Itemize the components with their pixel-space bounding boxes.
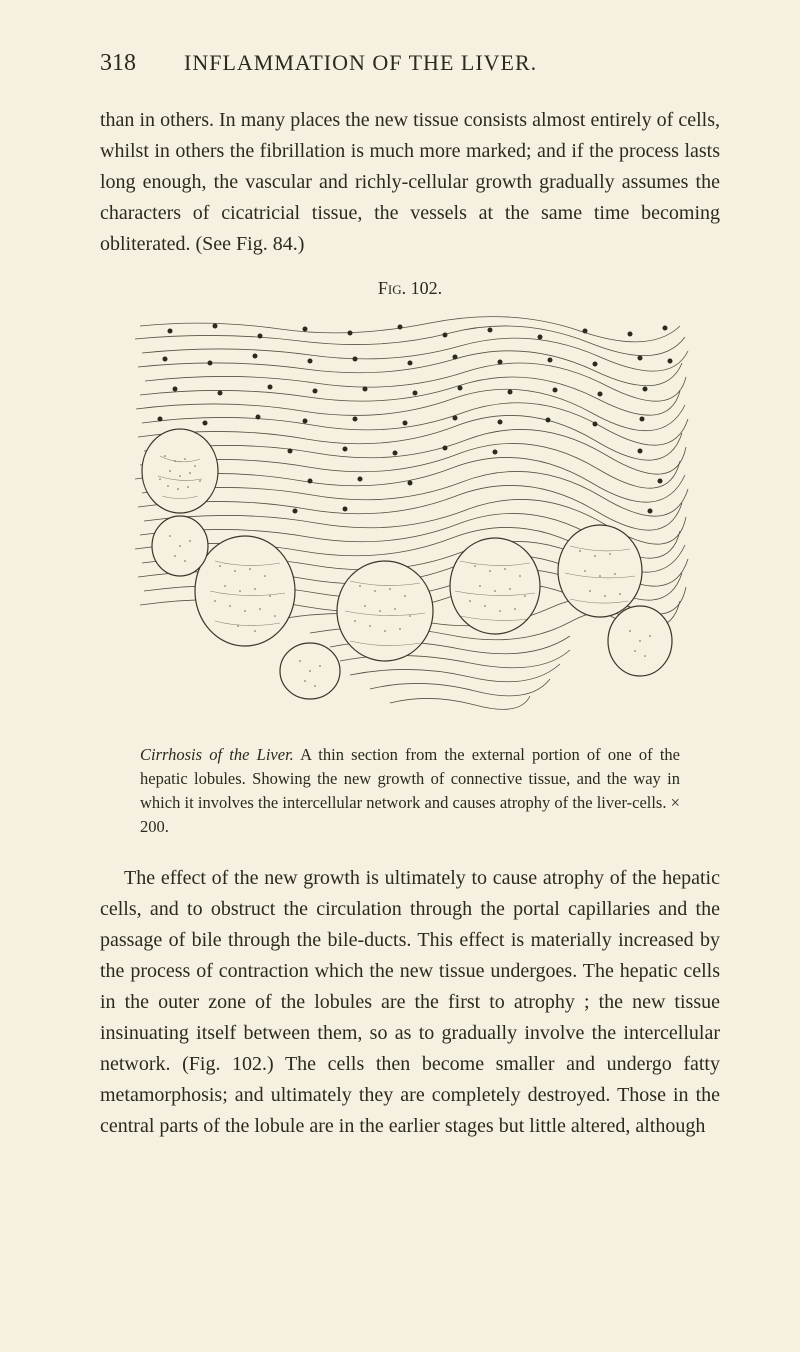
paragraph-1: than in others. In many places the new t… bbox=[100, 105, 720, 260]
figure-caption: Cirrhosis of the Liver. A thin section f… bbox=[140, 743, 680, 839]
cirrhosis-illustration bbox=[130, 311, 690, 721]
paragraph-2: The effect of the new growth is ultimate… bbox=[100, 863, 720, 1142]
chapter-title: INFLAMMATION OF THE LIVER. bbox=[184, 50, 537, 76]
page-header: 318 INFLAMMATION OF THE LIVER. bbox=[100, 50, 720, 77]
figure-illustration bbox=[130, 311, 690, 721]
figure-label: Fig. 102. bbox=[100, 278, 720, 299]
caption-title: Cirrhosis of the Liver. bbox=[140, 745, 294, 764]
page-number: 318 bbox=[100, 50, 136, 77]
